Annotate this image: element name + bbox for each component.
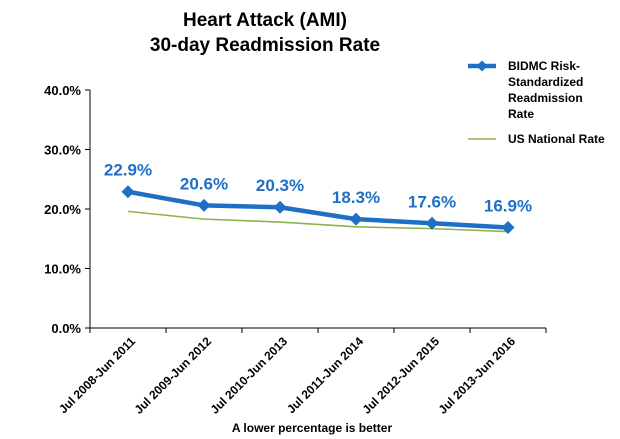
data-point <box>121 185 135 199</box>
data-point <box>197 198 211 212</box>
data-point <box>273 200 287 214</box>
data-point <box>349 212 363 226</box>
y-tick-label: 30.0% <box>44 143 81 158</box>
data-label: 16.9% <box>484 196 532 215</box>
legend-label-bidmc: Rate <box>508 107 534 121</box>
x-tick-label: Jul 2013-Jun 2016 <box>436 334 519 417</box>
chart-title-line-2: 30-day Readmission Rate <box>150 35 380 56</box>
data-label: 17.6% <box>408 192 456 211</box>
data-point <box>425 216 439 230</box>
x-tick-label: Jul 2010-Jun 2013 <box>208 334 291 417</box>
plot-area: 22.9% 20.6% 20.3% 18.3% 17.6% 16.9% <box>104 161 532 234</box>
data-label: 18.3% <box>332 188 380 207</box>
y-axis-ticks: 0.0% 10.0% 20.0% 30.0% 40.0% <box>44 83 90 336</box>
x-tick-label: Jul 2012-Jun 2015 <box>360 334 443 417</box>
x-tick-label: Jul 2011-Jun 2014 <box>284 334 366 416</box>
y-tick-label: 0.0% <box>51 321 81 336</box>
legend-label-bidmc: BIDMC Risk- <box>508 59 580 73</box>
legend-label-bidmc: Readmission <box>508 91 583 105</box>
x-tick-label: Jul 2008-Jun 2011 <box>56 334 138 416</box>
y-tick-label: 40.0% <box>44 83 81 98</box>
series-line-1 <box>127 210 509 233</box>
data-label: 20.6% <box>180 174 228 193</box>
legend-marker-bidmc <box>476 60 488 72</box>
data-label: 22.9% <box>104 161 152 180</box>
chart-title-line-1: Heart Attack (AMI) <box>183 10 347 31</box>
y-tick-label: 10.0% <box>44 262 81 277</box>
legend: BIDMC Risk- Standardized Readmission Rate US… <box>468 59 605 146</box>
y-tick-label: 20.0% <box>44 202 81 217</box>
legend-label-national: US National Rate <box>508 132 605 146</box>
data-point <box>501 220 515 234</box>
series-line-0 <box>127 189 509 230</box>
data-label: 20.3% <box>256 176 304 195</box>
legend-label-bidmc: Standardized <box>508 75 583 89</box>
x-tick-label: Jul 2009-Jun 2012 <box>132 334 215 417</box>
x-axis-note: A lower percentage is better <box>232 421 393 435</box>
